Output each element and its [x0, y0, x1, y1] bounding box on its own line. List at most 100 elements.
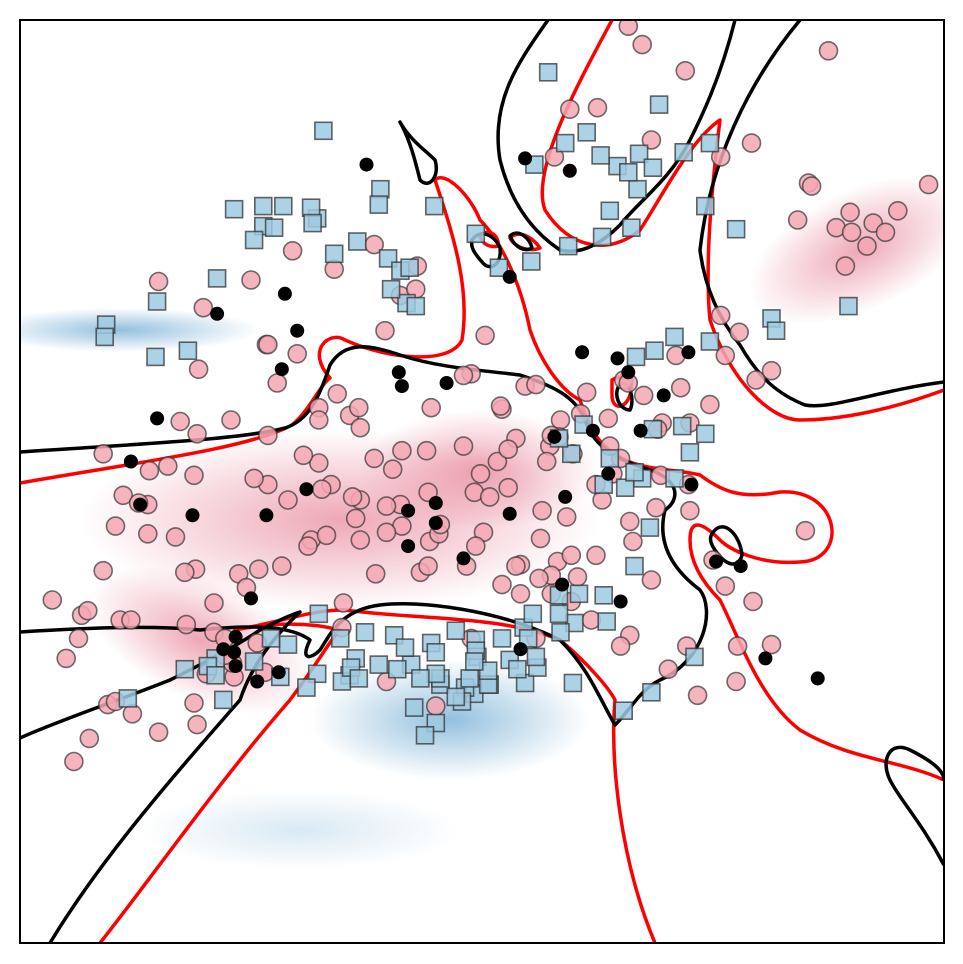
- circle-point: [586, 545, 606, 566]
- square-point: [406, 296, 426, 316]
- square-point: [446, 621, 466, 641]
- square-point: [347, 232, 367, 251]
- square-point: [555, 133, 575, 153]
- support-vector-point: [656, 388, 671, 403]
- circle-point: [248, 559, 269, 580]
- square-point: [244, 230, 264, 250]
- plot-area: [20, 20, 944, 943]
- circle-point: [746, 370, 766, 390]
- support-vector-point: [228, 659, 243, 674]
- square-point: [665, 469, 684, 488]
- circle-point: [498, 439, 519, 460]
- circle-point: [345, 508, 366, 529]
- circle-point: [475, 325, 495, 346]
- circle-point: [93, 560, 113, 581]
- circle-point: [487, 451, 508, 472]
- square-point: [695, 424, 715, 444]
- circle-point: [561, 545, 582, 566]
- circle-point: [165, 527, 186, 547]
- circle-point: [453, 436, 474, 456]
- support-vector-point: [681, 345, 696, 360]
- circle-point: [193, 297, 214, 318]
- square-point: [395, 638, 415, 657]
- circle-point: [741, 133, 762, 153]
- circle-point: [241, 270, 261, 290]
- square-point: [244, 652, 264, 671]
- square-point: [628, 179, 647, 199]
- square-point: [645, 341, 664, 361]
- square-point: [387, 659, 407, 679]
- circle-point: [93, 443, 113, 464]
- support-vector-point: [244, 591, 258, 606]
- support-vector-point: [277, 286, 292, 301]
- square-point: [301, 198, 321, 217]
- square-point: [766, 321, 786, 341]
- square-point: [460, 669, 480, 688]
- square-point: [466, 224, 486, 244]
- support-vector-point: [274, 362, 289, 377]
- circle-point: [158, 456, 178, 476]
- square-point: [264, 218, 284, 237]
- support-vector-point: [456, 551, 471, 566]
- circle-point: [148, 722, 169, 743]
- support-vector-point: [709, 554, 724, 569]
- circle-point: [675, 61, 696, 81]
- support-vector-point: [250, 674, 265, 689]
- square-point: [640, 518, 660, 537]
- circle-point: [392, 440, 412, 461]
- circle-point: [710, 305, 731, 326]
- square-point: [254, 196, 273, 216]
- circle-point: [342, 487, 363, 507]
- circle-point: [78, 600, 98, 621]
- square-point: [303, 213, 322, 233]
- circle-point: [492, 574, 512, 595]
- square-point: [261, 629, 281, 648]
- circle-point: [364, 448, 385, 469]
- circle-point: [64, 751, 84, 772]
- circle-point: [56, 648, 76, 669]
- circle-point: [308, 410, 329, 430]
- circle-point: [619, 511, 640, 532]
- square-point: [625, 556, 644, 576]
- support-vector-point: [391, 365, 406, 380]
- square-point: [649, 95, 669, 114]
- support-vector-point: [185, 508, 200, 523]
- circle-point: [567, 567, 588, 587]
- circle-point: [623, 531, 643, 552]
- circle-point: [376, 496, 397, 516]
- support-vector-point: [547, 429, 562, 444]
- square-point: [492, 629, 512, 648]
- square-point: [404, 698, 424, 717]
- square-point: [273, 196, 293, 216]
- circle-point: [287, 343, 308, 364]
- square-point: [297, 678, 316, 697]
- square-point: [549, 604, 569, 624]
- support-vector-point: [558, 489, 573, 504]
- circle-point: [298, 536, 318, 556]
- circle-point: [350, 417, 371, 438]
- circle-point: [835, 256, 856, 276]
- support-vector-point: [228, 629, 243, 644]
- square-point: [551, 622, 570, 642]
- circle-point: [795, 520, 816, 541]
- square-point: [206, 665, 225, 685]
- support-vector-point: [271, 665, 286, 680]
- circle-point: [278, 490, 298, 510]
- circle-point: [506, 556, 526, 576]
- square-point: [95, 327, 114, 347]
- square-point: [426, 642, 446, 662]
- circle-point: [529, 568, 549, 589]
- support-vector-point: [502, 506, 517, 521]
- circle-point: [425, 696, 446, 716]
- support-vector-point: [810, 671, 825, 686]
- circle-point: [105, 516, 126, 536]
- square-point: [695, 196, 715, 216]
- square-point: [314, 121, 333, 141]
- square-point: [369, 655, 389, 674]
- square-point: [371, 179, 390, 199]
- square-point: [700, 332, 720, 351]
- circle-point: [376, 522, 397, 543]
- support-vector-point: [150, 411, 165, 426]
- square-point: [381, 279, 401, 299]
- circle-point: [327, 383, 348, 404]
